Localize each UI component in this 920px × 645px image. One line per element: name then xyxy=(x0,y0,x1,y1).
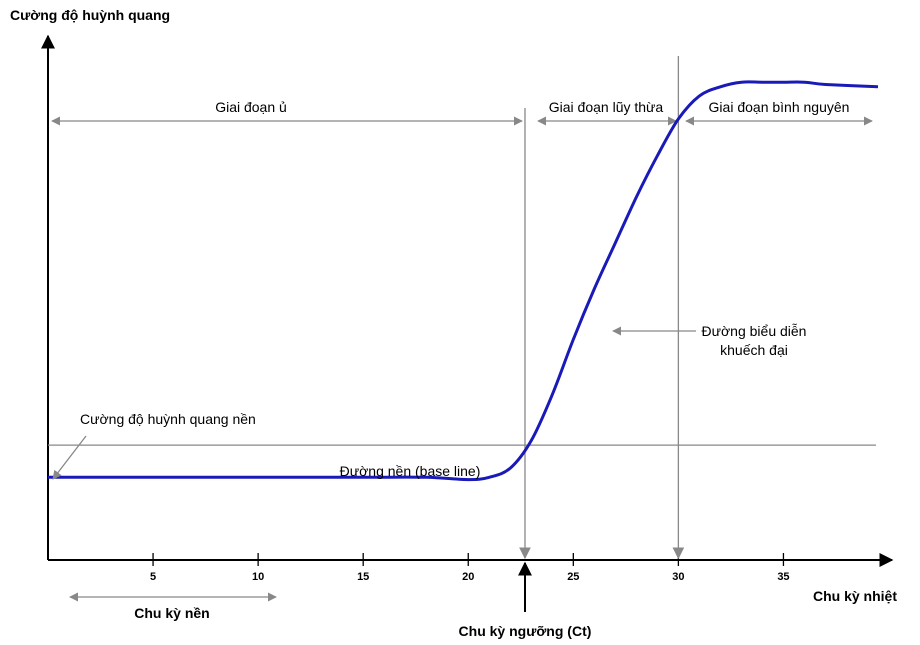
x-tick-label: 35 xyxy=(777,571,789,583)
x-axis-title: Chu kỳ nhiệt xyxy=(813,588,897,604)
plateau-phase-label: Giai đoạn bình nguyên xyxy=(709,99,850,115)
curve-label-line2: khuếch đại xyxy=(720,342,788,358)
x-tick-label: 30 xyxy=(672,571,684,583)
amplification-curve xyxy=(47,80,879,482)
threshold-cycle-label: Chu kỳ ngưỡng (Ct) xyxy=(459,623,592,639)
x-tick-label: 5 xyxy=(150,571,156,583)
x-tick-label: 15 xyxy=(357,571,369,583)
background-fluorescence-label: Cường độ huỳnh quang nền xyxy=(80,411,256,427)
background-fluorescence-arrow xyxy=(52,435,87,480)
y-axis-title: Cường độ huỳnh quang xyxy=(10,7,170,23)
background-cycles-label: Chu kỳ nền xyxy=(134,605,209,621)
curve-label-line1: Đường biểu diễn xyxy=(702,323,807,339)
lag-phase-label: Giai đoạn ủ xyxy=(215,99,287,115)
x-tick-label: 20 xyxy=(462,571,474,583)
baseline-label: Đường nền (base line) xyxy=(340,463,481,479)
x-ticks: 5 10 15 20 25 30 35 xyxy=(150,553,790,583)
x-tick-label: 25 xyxy=(567,571,579,583)
x-tick-label: 10 xyxy=(252,571,264,583)
exponential-phase-label: Giai đoạn lũy thừa xyxy=(549,99,664,115)
